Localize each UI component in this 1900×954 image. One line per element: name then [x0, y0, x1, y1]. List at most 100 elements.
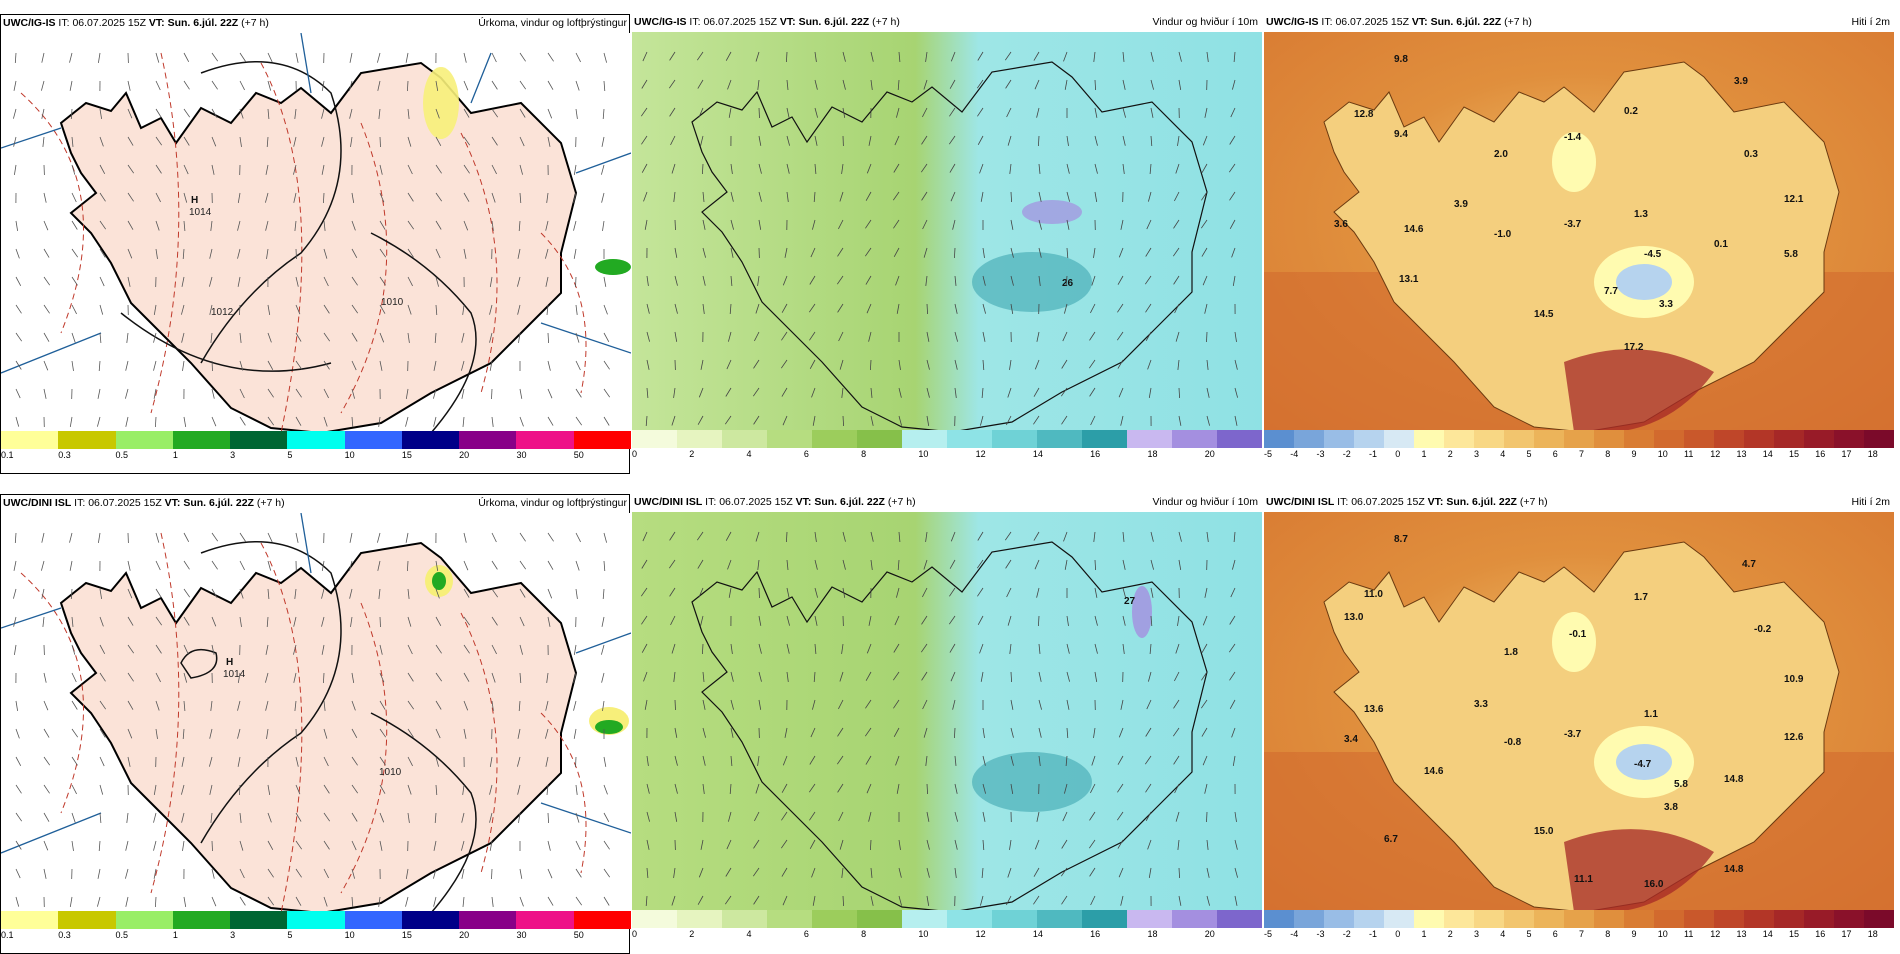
precip-swatch — [345, 911, 402, 929]
temp-tick-label: 16 — [1815, 449, 1825, 459]
wind-swatch — [632, 910, 677, 928]
wind-swatch — [1172, 910, 1217, 928]
temperature-label: 3.3 — [1659, 299, 1673, 310]
temperature-label: 1.8 — [1504, 647, 1518, 658]
temp-swatch — [1714, 430, 1744, 448]
precip-tick-label: 20 — [459, 930, 469, 940]
precip-swatch — [516, 911, 573, 929]
lead-time: (+7 h) — [241, 17, 269, 29]
temperature-label: -3.7 — [1564, 729, 1582, 740]
precip-colorbar-swatches — [1, 911, 631, 929]
wind-tick-label: 12 — [976, 929, 986, 939]
precip-colorbar-swatches — [1, 431, 631, 449]
precip-swatch — [402, 911, 459, 929]
temp-tick-label: 4 — [1500, 449, 1505, 459]
temperature-label: 10.9 — [1784, 674, 1804, 685]
panel-title: Hiti í 2m — [1851, 14, 1890, 30]
vt-value: Sun. 6.júl. 22Z — [799, 16, 870, 28]
precip-panel-2: UWC/DINI ISL IT: 06.07.2025 15Z VT: Sun.… — [0, 494, 630, 954]
temperature-label: 1.3 — [1634, 209, 1648, 220]
isobar-label: 1012 — [211, 307, 234, 318]
temperature-label: -4.5 — [1644, 249, 1662, 260]
wind-swatch — [1172, 430, 1217, 448]
panel-title: Úrkoma, vindur og loftþrýstingur — [478, 495, 627, 511]
wind-swatch — [992, 430, 1037, 448]
precip-swatch — [459, 431, 516, 449]
temperature-label: 14.5 — [1534, 309, 1554, 320]
temp-tick-label: 5 — [1527, 449, 1532, 459]
precip-tick-label: 30 — [516, 930, 526, 940]
high-pressure-value: 1014 — [189, 207, 212, 218]
precip-swatch — [287, 911, 344, 929]
wind-swatch — [812, 430, 857, 448]
temp-tick-label: 14 — [1763, 449, 1773, 459]
precip-swatch — [173, 431, 230, 449]
temp-tick-label: 2 — [1448, 449, 1453, 459]
wind-swatch — [857, 430, 902, 448]
temperature-label: 12.1 — [1784, 194, 1804, 205]
temp-tick-label: 7 — [1579, 929, 1584, 939]
panel-header: UWC/DINI ISL IT: 06.07.2025 15Z VT: Sun.… — [1264, 494, 1894, 510]
temp-swatch — [1654, 430, 1684, 448]
panel-header: UWC/DINI ISL IT: 06.07.2025 15Z VT: Sun.… — [632, 494, 1262, 510]
temperature-label: 8.7 — [1394, 534, 1408, 545]
temp-tick-label: 10 — [1658, 449, 1668, 459]
temperature-label: 3.8 — [1664, 802, 1678, 813]
model-name: UWC/IG-IS — [634, 16, 687, 28]
precip-swatch — [230, 911, 287, 929]
temp-tick-label: 15 — [1789, 449, 1799, 459]
temp-tick-label: 12 — [1710, 929, 1720, 939]
temp-swatch — [1264, 430, 1294, 448]
panel-header: UWC/IG-IS IT: 06.07.2025 15Z VT: Sun. 6.… — [1, 15, 631, 31]
wind-swatch — [947, 910, 992, 928]
wind-tick-label: 4 — [747, 449, 752, 459]
precip-tick-label: 50 — [574, 930, 584, 940]
temperature-label: 3.9 — [1454, 199, 1468, 210]
temp-swatch — [1444, 910, 1474, 928]
lead-time: (+7 h) — [257, 497, 285, 509]
wind-swatch — [677, 430, 722, 448]
lead-time: (+7 h) — [1520, 496, 1548, 508]
temp-colorbar-swatches — [1264, 430, 1894, 448]
wind-panel-2: UWC/DINI ISL IT: 06.07.2025 15Z VT: Sun.… — [632, 494, 1262, 954]
precip-tick-label: 0.3 — [58, 930, 71, 940]
vt-value: Sun. 6.júl. 22Z — [183, 497, 254, 509]
precip-swatch — [516, 431, 573, 449]
wind-swatch — [812, 910, 857, 928]
wind-map[interactable]: 26 — [632, 32, 1262, 448]
temperature-label: 5.8 — [1674, 779, 1688, 790]
temp-tick-label: 0 — [1395, 449, 1400, 459]
temp-swatch — [1324, 910, 1354, 928]
temperature-label: 14.6 — [1424, 766, 1444, 777]
precip-swatch — [345, 431, 402, 449]
it-value: 06.07.2025 15Z — [1351, 496, 1425, 508]
precip-tick-label: 15 — [402, 930, 412, 940]
wind-map[interactable]: 27 — [632, 512, 1262, 928]
it-label: IT: — [1321, 16, 1332, 28]
temp-tick-label: 10 — [1658, 929, 1668, 939]
wind-tick-label: 4 — [747, 929, 752, 939]
temp-panel-2: UWC/DINI ISL IT: 06.07.2025 15Z VT: Sun.… — [1264, 494, 1894, 954]
it-value: 06.07.2025 15Z — [1335, 16, 1409, 28]
temp-swatch — [1594, 910, 1624, 928]
precip-swatch — [1, 431, 58, 449]
vt-label: VT: — [165, 497, 181, 509]
vt-label: VT: — [1428, 496, 1444, 508]
wind-tick-label: 20 — [1205, 449, 1215, 459]
vt-label: VT: — [149, 17, 165, 29]
precip-map[interactable]: 1012 1010 H 1014 — [1, 33, 631, 449]
temp-tick-label: 17 — [1842, 449, 1852, 459]
temp-tick-label: -4 — [1290, 929, 1298, 939]
temperature-label: 13.0 — [1344, 612, 1364, 623]
row-model-2: UWC/DINI ISL IT: 06.07.2025 15Z VT: Sun.… — [0, 494, 1900, 954]
temp-tick-label: 6 — [1553, 929, 1558, 939]
precip-map[interactable]: 1010 H 1014 — [1, 513, 631, 929]
temperature-label: 1.1 — [1644, 709, 1658, 720]
